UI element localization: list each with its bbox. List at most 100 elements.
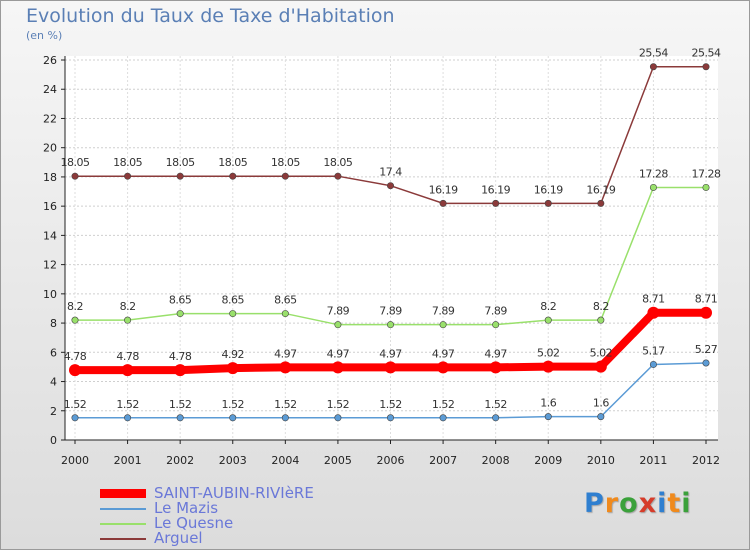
data-point: [69, 364, 81, 377]
data-label: 5.17: [642, 344, 665, 357]
data-label: 8.65: [169, 294, 192, 307]
logo-letter: r: [604, 488, 620, 519]
data-label: 18.05: [113, 156, 142, 169]
data-point: [649, 183, 657, 191]
legend-swatch: [100, 538, 146, 540]
data-point: [176, 310, 184, 318]
data-point: [71, 316, 79, 324]
data-point: [71, 414, 79, 422]
data-label: 8.65: [274, 294, 297, 307]
data-label: 4.78: [116, 350, 139, 363]
data-label: 1.52: [222, 398, 245, 411]
data-point: [597, 199, 605, 207]
x-tick-label: 2005: [324, 454, 352, 467]
data-point: [281, 414, 289, 422]
logo-letter: t: [667, 488, 682, 519]
x-tick-label: 2002: [166, 454, 194, 467]
legend-label: Le Mazis: [154, 499, 219, 517]
data-point: [386, 182, 394, 190]
data-label: 18.05: [166, 156, 195, 169]
data-label: 18.05: [61, 156, 90, 169]
data-label: 5.02: [590, 347, 613, 360]
x-tick-label: 2001: [114, 454, 142, 467]
data-label: 1.6: [593, 397, 609, 410]
data-point: [121, 364, 134, 377]
data-label: 8.65: [222, 294, 245, 307]
data-label: 1.52: [327, 398, 350, 411]
data-point: [386, 414, 394, 422]
plot-area: [65, 56, 718, 440]
data-point: [492, 199, 500, 207]
data-label: 25.54: [692, 47, 721, 60]
data-point: [594, 360, 607, 373]
data-point: [492, 321, 500, 329]
x-tick-label: 2010: [587, 454, 615, 467]
data-label: 1.52: [484, 398, 507, 411]
data-label: 18.05: [218, 156, 247, 169]
legend-label: Arguel: [154, 529, 203, 547]
data-point: [334, 172, 342, 180]
logo-letter: o: [619, 488, 639, 519]
data-point: [439, 199, 447, 207]
data-point: [544, 199, 552, 207]
data-point: [229, 414, 237, 422]
data-label: 25.54: [639, 47, 668, 60]
data-point: [124, 414, 132, 422]
data-label: 1.6: [540, 397, 556, 410]
data-point: [124, 172, 132, 180]
data-point: [331, 361, 344, 374]
y-tick-label: 12: [43, 259, 57, 272]
x-tick-label: 2006: [377, 454, 405, 467]
data-label: 7.89: [327, 305, 350, 318]
data-label: 17.4: [379, 166, 402, 179]
data-label: 17.28: [692, 167, 721, 180]
chart-title: Evolution du Taux de Taxe d'Habitation: [26, 5, 395, 27]
data-label: 1.52: [274, 398, 297, 411]
data-point: [649, 360, 657, 368]
data-point: [71, 172, 79, 180]
data-point: [702, 359, 710, 367]
data-label: 7.89: [484, 305, 507, 318]
y-tick-label: 22: [43, 112, 57, 125]
data-point: [384, 361, 397, 374]
y-tick-label: 24: [43, 83, 57, 96]
data-label: 5.27: [695, 343, 718, 356]
data-label: 8.2: [540, 300, 556, 313]
y-tick-label: 16: [43, 200, 57, 213]
data-label: 4.78: [169, 350, 192, 363]
x-tick-label: 2000: [61, 454, 89, 467]
y-axis-unit-label: (en %): [26, 29, 63, 42]
data-point: [700, 306, 712, 319]
logo-letter: i: [657, 488, 668, 519]
data-point: [176, 172, 184, 180]
data-label: 7.89: [432, 305, 455, 318]
data-point: [334, 321, 342, 329]
x-tick-label: 2009: [534, 454, 562, 467]
x-tick-label: 2007: [429, 454, 457, 467]
y-tick-label: 20: [43, 142, 57, 155]
data-point: [439, 414, 447, 422]
data-label: 4.78: [64, 350, 87, 363]
data-point: [439, 321, 447, 329]
data-label: 5.02: [537, 347, 560, 360]
legend-swatch: [100, 489, 146, 498]
data-point: [229, 172, 237, 180]
data-point: [492, 414, 500, 422]
data-point: [702, 183, 710, 191]
data-point: [597, 316, 605, 324]
data-label: 1.52: [116, 398, 139, 411]
data-point: [226, 362, 239, 375]
logo-letter: i: [681, 488, 692, 519]
logo-letter: x: [638, 488, 658, 519]
data-point: [279, 361, 292, 374]
data-label: 16.19: [586, 183, 615, 196]
legend-label: Le Quesne: [154, 514, 234, 532]
data-point: [281, 172, 289, 180]
y-tick-label: 14: [43, 229, 57, 242]
x-tick-label: 2008: [482, 454, 510, 467]
data-label: 4.97: [432, 347, 455, 360]
data-label: 8.71: [642, 293, 665, 306]
data-point: [124, 316, 132, 324]
data-point: [386, 321, 394, 329]
